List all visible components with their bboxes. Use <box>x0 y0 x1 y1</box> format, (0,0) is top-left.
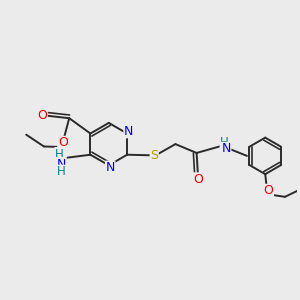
Text: O: O <box>37 109 47 122</box>
Text: O: O <box>194 173 203 186</box>
Text: N: N <box>106 161 115 174</box>
Text: S: S <box>150 149 158 162</box>
Text: O: O <box>58 136 68 149</box>
Text: H: H <box>57 165 65 178</box>
Text: O: O <box>263 184 273 197</box>
Text: N: N <box>56 158 66 171</box>
Text: H: H <box>220 136 229 149</box>
Text: N: N <box>221 142 231 155</box>
Text: N: N <box>124 125 133 138</box>
Text: H: H <box>55 148 64 160</box>
